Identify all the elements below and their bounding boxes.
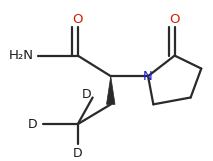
- Text: D: D: [28, 118, 37, 131]
- Text: O: O: [72, 13, 83, 26]
- Text: O: O: [169, 13, 180, 26]
- Text: N: N: [143, 70, 153, 83]
- Polygon shape: [106, 76, 115, 104]
- Text: D: D: [73, 147, 83, 160]
- Text: H₂N: H₂N: [9, 49, 34, 62]
- Text: D: D: [82, 88, 92, 101]
